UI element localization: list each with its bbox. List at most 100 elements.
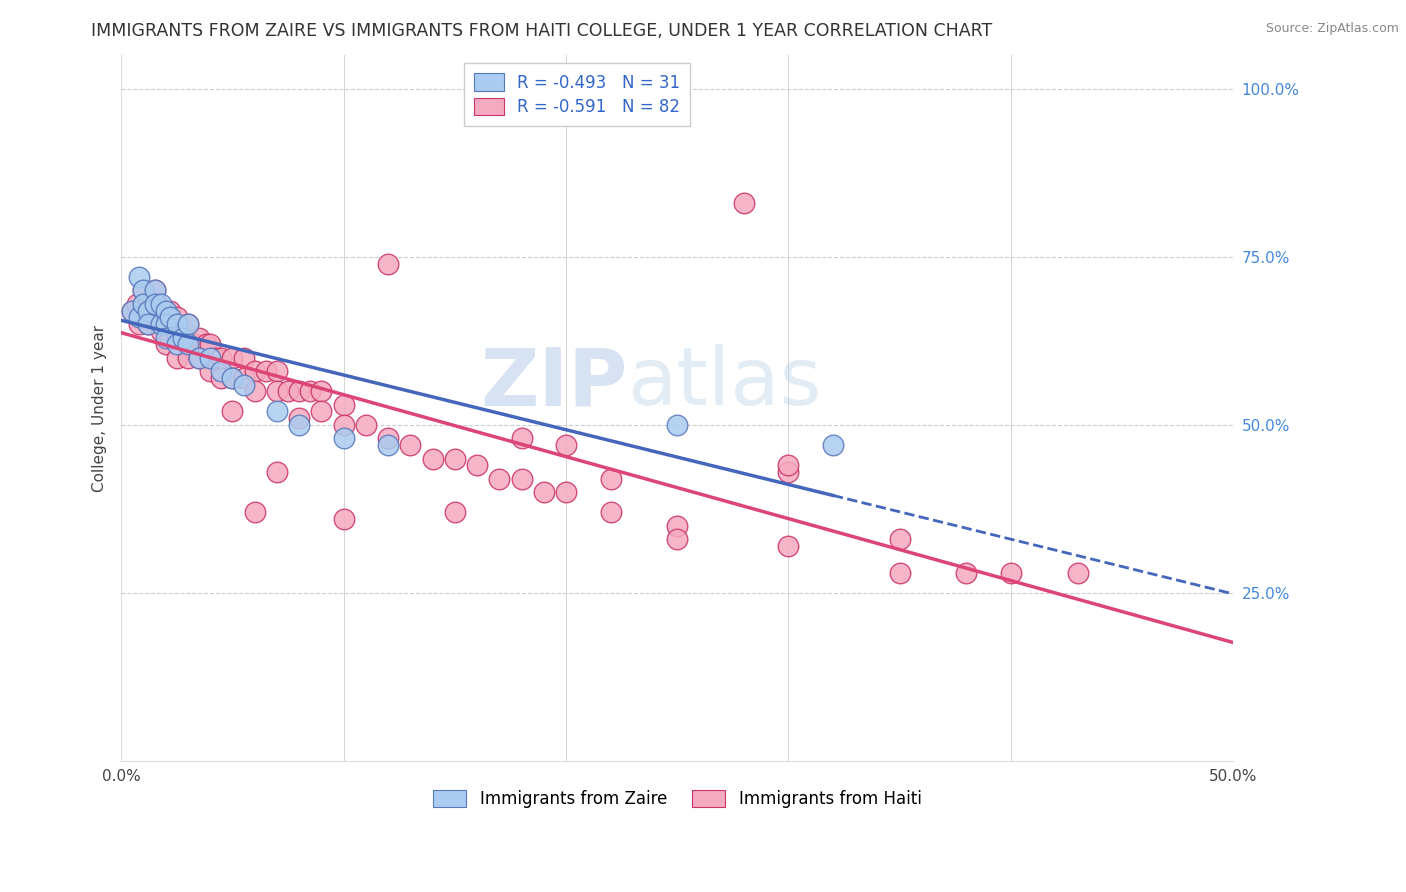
Point [443,505,465,519]
Point [128,270,150,285]
Point [132,297,155,311]
Point [177,337,200,351]
Point [136,297,159,311]
Text: ZIP: ZIP [479,344,627,423]
Point [177,337,200,351]
Point [266,384,288,399]
Point [155,303,177,318]
Point [889,532,911,546]
Point [555,438,578,452]
Point [188,330,211,344]
Point [221,371,243,385]
Point [266,364,288,378]
Point [232,371,254,385]
Point [143,303,166,318]
Point [666,532,689,546]
Point [599,505,621,519]
Point [821,438,844,452]
Point [422,451,444,466]
Point [136,303,159,318]
Point [150,303,173,318]
Point [188,351,211,365]
Point [136,317,159,331]
Text: Source: ZipAtlas.com: Source: ZipAtlas.com [1265,22,1399,36]
Point [146,297,169,311]
Point [311,404,333,418]
Point [1066,566,1088,580]
Point [155,337,177,351]
Point [889,566,911,580]
Point [666,417,689,432]
Point [332,431,354,445]
Point [510,472,533,486]
Point [299,384,322,399]
Point [188,351,211,365]
Point [209,351,232,365]
Point [311,384,333,399]
Point [143,284,166,298]
Point [778,458,800,473]
Point [173,324,195,338]
Point [177,317,200,331]
Point [488,472,510,486]
Point [132,303,155,318]
Point [121,303,143,318]
Point [125,297,148,311]
Point [288,417,311,432]
Point [121,303,143,318]
Point [194,337,217,351]
Point [155,317,177,331]
Point [243,384,266,399]
Point [221,404,243,418]
Point [778,539,800,553]
Point [1000,566,1022,580]
Point [143,297,166,311]
Y-axis label: College, Under 1 year: College, Under 1 year [93,325,107,491]
Point [209,371,232,385]
Point [277,384,299,399]
Point [221,371,243,385]
Point [254,364,277,378]
Point [155,317,177,331]
Point [288,411,311,425]
Point [128,317,150,331]
Point [266,404,288,418]
Point [159,310,181,325]
Point [155,303,177,318]
Point [159,330,181,344]
Point [332,512,354,526]
Point [166,351,188,365]
Point [183,337,205,351]
Point [377,438,399,452]
Point [243,364,266,378]
Point [166,310,188,325]
Point [232,351,254,365]
Point [166,330,188,344]
Point [166,317,188,331]
Point [221,351,243,365]
Point [266,465,288,479]
Point [150,317,173,331]
Point [778,465,800,479]
Point [332,417,354,432]
Point [465,458,488,473]
Point [159,303,181,318]
Point [204,351,226,365]
Point [443,451,465,466]
Point [198,351,221,365]
Point [132,284,155,298]
Point [173,330,195,344]
Point [136,317,159,331]
Point [128,310,150,325]
Point [955,566,977,580]
Point [209,364,232,378]
Text: IMMIGRANTS FROM ZAIRE VS IMMIGRANTS FROM HAITI COLLEGE, UNDER 1 YEAR CORRELATION: IMMIGRANTS FROM ZAIRE VS IMMIGRANTS FROM… [91,22,993,40]
Point [198,364,221,378]
Point [666,518,689,533]
Point [288,384,311,399]
Point [555,485,578,500]
Point [166,337,188,351]
Point [377,431,399,445]
Point [150,297,173,311]
Point [332,398,354,412]
